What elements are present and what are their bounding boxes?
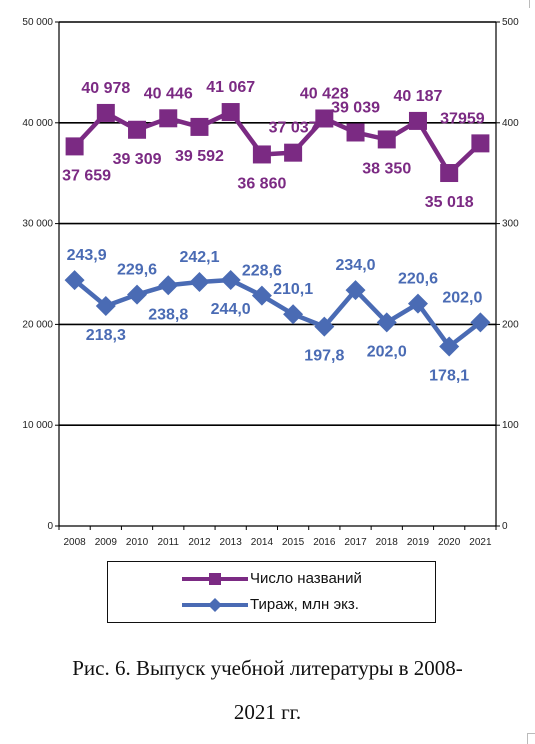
- data-point-diamond: [220, 270, 241, 291]
- x-tick-label: 2019: [407, 537, 430, 548]
- data-point-diamond: [407, 293, 428, 314]
- data-label: 218,3: [86, 327, 126, 344]
- x-tick-label: 2013: [220, 537, 243, 548]
- data-point-diamond: [345, 280, 366, 301]
- data-label: 35 018: [425, 194, 474, 211]
- data-label: 38 350: [362, 160, 411, 177]
- data-point-diamond: [283, 304, 304, 325]
- data-label: 238,8: [148, 306, 188, 323]
- data-label: 178,1: [429, 367, 469, 384]
- left-tick-label: 10 000: [22, 420, 53, 431]
- caption-line-2: 2021 гг.: [233, 700, 302, 724]
- data-point-diamond: [314, 316, 335, 337]
- right-tick-label: 400: [502, 118, 519, 129]
- data-label: 202,0: [442, 289, 482, 306]
- diamond-marker-icon: [182, 598, 248, 612]
- data-label: 40 978: [81, 80, 130, 97]
- right-tick-label: 200: [502, 319, 519, 330]
- x-tick-label: 2014: [251, 537, 274, 548]
- data-point-square: [440, 164, 459, 183]
- data-label: 39 592: [175, 148, 224, 165]
- legend-item-print-run: Тираж, млн экз.: [108, 593, 435, 617]
- right-tick-label: 500: [502, 17, 519, 28]
- data-label: 37 659: [62, 167, 111, 184]
- right-tick-label: 0: [502, 521, 508, 532]
- x-tick-label: 2015: [282, 537, 305, 548]
- x-tick-label: 2008: [63, 537, 86, 548]
- page-corner-mark-top: [529, 0, 530, 8]
- data-point-diamond: [189, 271, 210, 292]
- data-label: 228,6: [242, 263, 282, 280]
- page-corner-mark-bottom: [527, 733, 535, 744]
- data-label: 37 037: [269, 120, 318, 137]
- data-label: 39 039: [331, 99, 380, 116]
- figure-caption: Рис. 6. Выпуск учебной литературы в 2008…: [0, 646, 535, 734]
- data-label: 40 446: [144, 85, 193, 102]
- right-tick-label: 100: [502, 420, 519, 431]
- data-point-square: [315, 109, 334, 128]
- left-tick-label: 20 000: [22, 319, 53, 330]
- x-tick-label: 2011: [157, 537, 179, 548]
- x-tick-label: 2021: [469, 537, 492, 548]
- left-tick-label: 0: [47, 521, 53, 532]
- data-label: 39 309: [113, 151, 162, 168]
- data-point-diamond: [251, 285, 272, 306]
- data-point-square: [96, 103, 115, 122]
- data-label: 234,0: [336, 257, 376, 274]
- data-label: 210,1: [273, 281, 313, 298]
- data-label: 36 860: [237, 175, 286, 192]
- data-label: 242,1: [179, 249, 219, 266]
- data-label: 40 187: [393, 88, 442, 105]
- x-tick-label: 2017: [344, 537, 367, 548]
- data-point-diamond: [95, 295, 116, 316]
- data-point-square: [346, 123, 365, 142]
- legend-label-titles: Число названий: [250, 570, 362, 587]
- data-point-square: [252, 145, 271, 164]
- right-tick-label: 300: [502, 219, 519, 230]
- data-point-square: [128, 120, 147, 139]
- data-label: 220,6: [398, 271, 438, 288]
- data-point-square: [408, 111, 427, 130]
- data-point-square: [377, 130, 396, 149]
- data-point-diamond: [127, 284, 148, 305]
- data-point-diamond: [64, 270, 85, 291]
- square-marker-icon: [182, 573, 248, 585]
- data-point-square: [159, 109, 178, 128]
- data-label: 244,0: [211, 301, 251, 318]
- legend-label-print-run: Тираж, млн экз.: [250, 596, 359, 613]
- legend-item-titles: Число названий: [108, 567, 435, 591]
- data-label: 229,6: [117, 262, 157, 279]
- x-tick-label: 2009: [95, 537, 118, 548]
- data-label: 41 067: [206, 79, 255, 96]
- left-tick-label: 30 000: [22, 219, 53, 230]
- data-label: 243,9: [67, 247, 107, 264]
- x-tick-label: 2012: [188, 537, 211, 548]
- left-tick-label: 50 000: [22, 17, 53, 28]
- data-point-diamond: [439, 336, 460, 357]
- x-tick-label: 2016: [313, 537, 336, 548]
- data-label: 37959: [440, 110, 485, 127]
- chart: 0 10 000 20 000 30 000 40 000 50 000 0 100 200 30…: [22, 17, 519, 548]
- data-label: 40 428: [300, 85, 349, 102]
- data-point-diamond: [376, 312, 397, 333]
- data-point-diamond: [158, 275, 179, 296]
- legend: Число названий Тираж, млн экз.: [107, 561, 436, 623]
- x-tick-label: 2010: [126, 537, 149, 548]
- data-point-square: [284, 143, 303, 162]
- data-point-square: [221, 103, 240, 122]
- data-label: 202,0: [367, 343, 407, 360]
- data-label: 197,8: [304, 348, 344, 365]
- x-tick-label: 2020: [438, 537, 461, 548]
- data-point-square: [65, 137, 84, 156]
- x-tick-label: 2018: [376, 537, 399, 548]
- left-tick-label: 40 000: [22, 118, 53, 129]
- data-point-square: [471, 134, 490, 153]
- data-point-square: [190, 117, 209, 136]
- data-point-diamond: [470, 312, 491, 333]
- caption-line-1: Рис. 6. Выпуск учебной литературы в 2008…: [72, 656, 463, 680]
